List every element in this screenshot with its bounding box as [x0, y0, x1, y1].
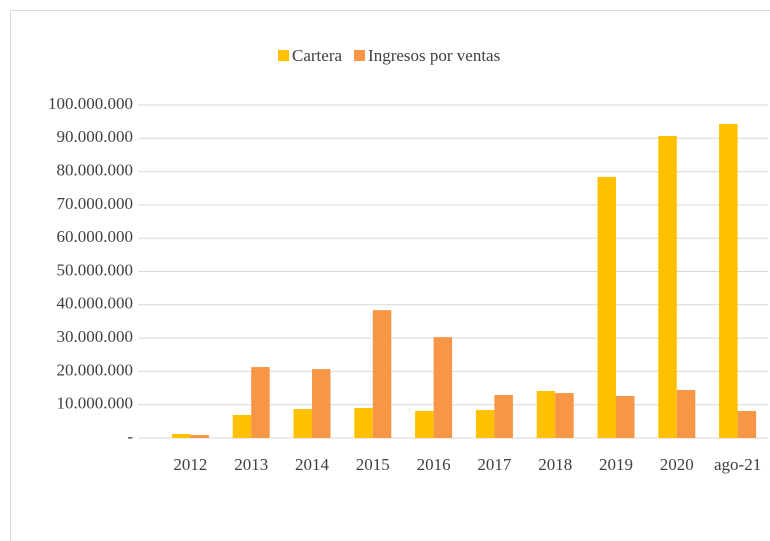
- bar: [372, 310, 392, 438]
- chart-border: [10, 10, 770, 541]
- x-tick-label: 2014: [295, 455, 330, 474]
- y-tick-label: 90.000.000: [57, 127, 134, 146]
- x-tick-label: ago-21: [714, 455, 761, 474]
- bar: [494, 395, 513, 438]
- bar: [251, 367, 270, 438]
- bar: [293, 409, 312, 438]
- bar: [171, 434, 191, 438]
- y-tick-label: 70.000.000: [57, 194, 134, 213]
- x-tick-label: 2019: [599, 455, 633, 474]
- x-tick-label: 2012: [173, 455, 207, 474]
- legend-label: Cartera: [292, 46, 342, 65]
- bar: [719, 123, 738, 438]
- y-tick-label: 30.000.000: [57, 327, 134, 346]
- bar: [597, 176, 616, 439]
- x-tick-label: 2020: [660, 455, 694, 474]
- y-tick-label: 10.000.000: [57, 394, 134, 413]
- legend-swatch: [354, 50, 366, 61]
- y-tick-label: 20.000.000: [57, 360, 134, 379]
- x-tick-label: 2015: [356, 455, 390, 474]
- x-tick-label: 2018: [538, 455, 572, 474]
- bar: [475, 410, 495, 438]
- bar: [616, 396, 635, 438]
- bar: [312, 369, 331, 438]
- x-tick-label: 2016: [417, 455, 451, 474]
- bar: [190, 435, 209, 438]
- x-tick-label: 2013: [234, 455, 268, 474]
- bar: [536, 391, 556, 438]
- y-tick-label: -: [127, 427, 133, 446]
- legend-swatch: [278, 50, 289, 61]
- bar: [433, 337, 453, 438]
- bar: [676, 390, 696, 438]
- bar: [354, 408, 373, 438]
- y-tick-label: 100.000.000: [48, 94, 133, 113]
- y-tick-label: 50.000.000: [57, 260, 134, 279]
- bar: [658, 135, 677, 438]
- legend-label: Ingresos por ventas: [368, 46, 500, 65]
- y-tick-label: 40.000.000: [57, 294, 134, 313]
- y-tick-label: 60.000.000: [57, 227, 134, 246]
- bar: [737, 411, 757, 438]
- bar: [415, 411, 434, 438]
- y-tick-label: 80.000.000: [57, 161, 134, 180]
- bar: [555, 393, 574, 438]
- x-tick-label: 2017: [477, 455, 512, 474]
- bar: [232, 415, 252, 438]
